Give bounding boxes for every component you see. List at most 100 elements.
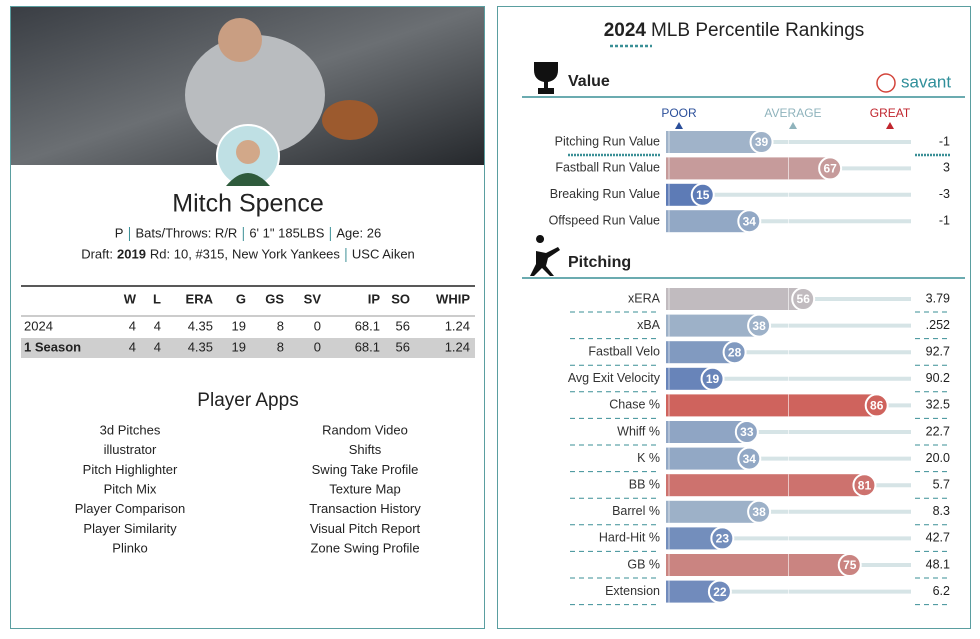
column-header: G [236, 291, 246, 306]
percentile-dot [690, 182, 715, 207]
scale-label: POOR [661, 106, 697, 120]
column-header: WHIP [436, 291, 470, 306]
percentile-dot [837, 553, 862, 577]
stat-cell: 68.1 [355, 339, 380, 354]
section-title: Pitching [568, 254, 631, 271]
scale-arrow [789, 122, 797, 129]
app-link[interactable]: Swing Take Profile [312, 462, 419, 477]
metric-label: GB % [627, 557, 660, 571]
metric-label: Pitching Run Value [555, 134, 660, 148]
metric-value: 90.2 [926, 371, 950, 385]
logo-ball [876, 73, 896, 93]
metric-value: 3 [943, 161, 950, 175]
player-info: P Bats/Throws: R/R 6' 1" 185LBS Age: 26 [115, 225, 381, 241]
percentile-label: 19 [706, 372, 720, 386]
percentile-label: 23 [716, 532, 730, 546]
metric-value: .252 [926, 318, 950, 332]
column-header: ERA [186, 291, 214, 306]
scale-arrow [886, 122, 894, 129]
percentile-bar [666, 341, 735, 364]
metric-label: Offspeed Run Value [549, 213, 660, 227]
logo-text: savant [901, 72, 951, 91]
column-header: L [153, 291, 161, 306]
percentile-label: 56 [797, 292, 811, 306]
percentile-bar [666, 580, 720, 603]
percentile-bar [666, 447, 750, 470]
scale-label: GREAT [870, 106, 911, 120]
percentile-label: 22 [713, 585, 727, 599]
column-header: SV [304, 291, 322, 306]
app-link[interactable]: Zone Swing Profile [310, 541, 419, 556]
metric-value: 20.0 [926, 451, 950, 465]
metric-value: 32.5 [926, 398, 950, 412]
app-link[interactable]: Pitch Highlighter [83, 462, 178, 477]
percentile-dot [710, 526, 735, 551]
percentile-bar [666, 474, 865, 497]
app-link[interactable]: Player Similarity [83, 521, 177, 536]
percentile-bar [666, 288, 804, 310]
percentile-label: 28 [728, 345, 742, 359]
percentile-label: 34 [743, 452, 757, 466]
player-name: Mitch Spence [172, 190, 323, 218]
info-item: 6' 1" 185LBS [249, 225, 324, 240]
metric-label: xBA [637, 318, 661, 332]
app-link[interactable]: Texture Map [329, 482, 401, 497]
metric-value: 6.2 [933, 584, 950, 598]
metric-label: Fastball Velo [588, 344, 660, 358]
draft-team: New York Yankees [232, 246, 340, 261]
percentile-dot [749, 130, 774, 154]
metric-value: 92.7 [926, 344, 950, 358]
rankings-year: 2024 [604, 20, 647, 41]
stats-table: W L ERA G GS SV IP SO WHIP 2024 4 4 4.35 19 8 0 68.1 56 1.… [24, 291, 470, 354]
percentile-bar [666, 367, 713, 390]
percentile-bar [666, 157, 831, 180]
info-item: P [115, 225, 124, 240]
app-link[interactable]: Player Comparison [75, 501, 186, 516]
metric-value: -3 [939, 187, 950, 201]
app-link[interactable]: Random Video [322, 422, 408, 437]
percentile-dot [747, 313, 772, 338]
percentile-label: 38 [752, 505, 766, 519]
metric-value: -1 [939, 134, 950, 148]
app-link[interactable]: Shifts [349, 442, 382, 457]
metric-label: Avg Exit Velocity [568, 371, 661, 385]
percentile-dot [818, 156, 843, 181]
column-header: IP [368, 291, 381, 306]
metric-value: 5.7 [933, 477, 950, 491]
percentile-dot [852, 473, 877, 498]
stat-cell: 4 [154, 339, 161, 354]
stat-cell: 0 [314, 318, 321, 333]
column-header: SO [391, 291, 410, 306]
stat-cell: 1.24 [445, 318, 470, 333]
percentile-bar [666, 131, 762, 153]
draft-label: Draft: [81, 246, 113, 261]
column-header: GS [265, 291, 284, 306]
trophy-icon [534, 62, 558, 94]
scale-arrow [675, 122, 683, 129]
percentile-dot [737, 209, 762, 234]
app-link[interactable]: Visual Pitch Report [310, 521, 421, 536]
metric-value: 42.7 [926, 531, 950, 545]
percentile-dot [791, 287, 816, 311]
rankings-title-text: MLB Percentile Rankings [651, 20, 864, 41]
metric-label: Barrel % [612, 504, 660, 518]
stat-cell: 0 [314, 339, 321, 354]
app-link[interactable]: 3d Pitches [100, 422, 161, 437]
app-link[interactable]: Pitch Mix [104, 482, 157, 497]
metric-label: Whiff % [617, 424, 660, 438]
stat-cell: 4.35 [188, 318, 213, 333]
rankings-title: 2024 MLB Percentile Rankings [604, 20, 865, 41]
stat-cell: 4 [129, 339, 136, 354]
stat-cell: 56 [396, 339, 410, 354]
metric-label: xERA [628, 291, 661, 305]
metric-label: BB % [629, 477, 660, 491]
row-label: 1 Season [24, 339, 81, 354]
stat-cell: 4 [129, 318, 136, 333]
table-row-shade [21, 338, 475, 358]
stat-cell: 1.24 [445, 339, 470, 354]
app-link[interactable]: Plinko [112, 541, 147, 556]
app-link[interactable]: Transaction History [309, 501, 421, 516]
stat-cell: 68.1 [355, 318, 380, 333]
app-link[interactable]: illustrator [104, 442, 157, 457]
